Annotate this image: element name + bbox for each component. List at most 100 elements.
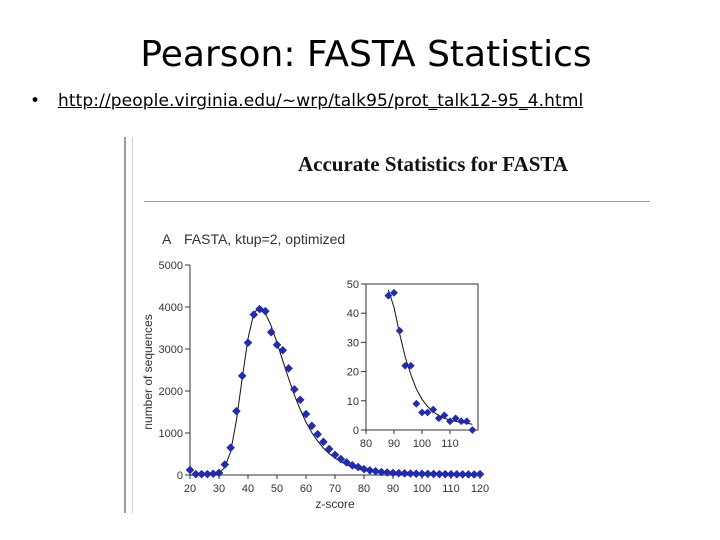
inset-y-tick-label: 10 [347, 396, 359, 408]
inset-x-tick-label: 110 [441, 438, 459, 450]
inset-fitted-curve [387, 289, 473, 425]
inset-x-tick-label: 80 [360, 438, 372, 450]
figure-heading: Accurate Statistics for FASTA [298, 152, 569, 176]
inset-data-point [457, 417, 466, 426]
main-data-point [446, 469, 456, 479]
main-data-point [435, 469, 444, 479]
inset-data-point [390, 288, 398, 297]
main-y-tick-label: 2000 [159, 386, 183, 398]
main-data-point [214, 468, 224, 478]
inset-data-point [468, 426, 477, 434]
main-data-point [400, 468, 409, 478]
main-data-point [324, 444, 334, 454]
main-x-tick-label: 40 [242, 483, 254, 495]
inset-data-point [451, 414, 460, 423]
main-data-point [301, 409, 311, 419]
main-data-point [272, 340, 282, 350]
main-y-tick-label: 0 [177, 470, 183, 482]
inset-data-point [440, 411, 449, 420]
main-x-tick-label: 20 [184, 483, 196, 495]
main-data-point [394, 468, 404, 478]
main-y-tick-label: 1000 [159, 428, 183, 440]
main-data-point [261, 306, 270, 316]
main-data-point [278, 345, 288, 355]
main-data-point [266, 327, 276, 337]
main-data-point [417, 469, 427, 479]
inset-data-point [434, 414, 443, 423]
main-y-tick-label: 3000 [159, 344, 183, 356]
main-data-point [411, 469, 421, 479]
bullet-marker: • [30, 91, 41, 111]
main-x-tick-label: 100 [413, 483, 431, 495]
main-data-point [475, 469, 485, 479]
inset-plot-frame [365, 283, 479, 431]
main-data-point [290, 384, 299, 394]
main-x-tick-label: 50 [271, 483, 283, 495]
main-data-point [336, 454, 346, 464]
chart-title: FASTA, ktup=2, optimized [184, 231, 345, 247]
inset-data-point [423, 408, 432, 417]
main-data-point [423, 469, 433, 479]
inset-x-tick-label: 100 [413, 438, 431, 450]
main-y-tick-label: 4000 [159, 302, 183, 314]
main-x-tick-label: 80 [358, 483, 370, 495]
main-data-point [185, 465, 195, 475]
inset-data-point [401, 361, 410, 370]
main-data-point [377, 467, 386, 477]
main-data-point [249, 310, 259, 319]
main-x-tick-label: 30 [213, 483, 225, 495]
bullet-item: • http://people.virginia.edu/~wrp/talk95/… [30, 91, 583, 111]
main-data-point [365, 466, 375, 475]
inset-data-point [384, 291, 393, 300]
main-data-point [226, 443, 235, 453]
main-x-tick-label: 70 [329, 483, 341, 495]
main-x-tick-label: 60 [300, 483, 312, 495]
main-data-point [458, 470, 467, 479]
inset-y-tick-label: 50 [347, 279, 359, 291]
main-data-point [371, 466, 380, 476]
main-data-point [382, 468, 392, 477]
figure-divider [144, 201, 650, 202]
main-data-point [406, 469, 415, 478]
main-data-point [295, 395, 305, 405]
y-axis-title: number of sequences [141, 314, 155, 429]
inset-y-tick-label: 20 [347, 367, 359, 379]
main-data-point [313, 429, 322, 439]
main-data-point [191, 469, 201, 479]
inset-y-tick-label: 0 [353, 425, 359, 437]
slide-title: Pearson: FASTA Statistics [140, 34, 592, 75]
main-x-tick-label: 110 [442, 483, 460, 495]
figure-left-border [124, 137, 133, 513]
main-data-point [319, 437, 328, 447]
inset-data-point [412, 399, 421, 408]
main-data-point [330, 450, 340, 460]
inset-y-tick-label: 30 [347, 337, 359, 349]
main-data-point [464, 470, 473, 479]
main-data-point [342, 458, 351, 467]
main-data-point [452, 469, 462, 479]
inset-x-tick-label: 90 [388, 438, 400, 450]
inset-y-tick-label: 40 [347, 308, 359, 320]
main-fitted-curve [190, 306, 481, 476]
panel-label: A [162, 231, 172, 247]
main-x-tick-label: 90 [387, 483, 399, 495]
main-data-point [284, 363, 293, 373]
main-data-point [307, 421, 317, 431]
inset-data-point [462, 417, 471, 426]
main-data-point [243, 338, 253, 348]
inset-data-point [418, 408, 426, 417]
inset-data-point [429, 405, 438, 414]
main-data-point [237, 371, 247, 381]
x-axis-title: z-score [315, 497, 355, 511]
main-data-point [388, 468, 398, 478]
main-y-tick-label: 5000 [159, 260, 183, 272]
main-data-point [429, 469, 438, 479]
main-data-point [220, 460, 230, 469]
main-data-point [197, 469, 206, 479]
main-data-point [232, 406, 241, 416]
reference-link[interactable]: http://people.virginia.edu/~wrp/talk95/p… [58, 91, 584, 111]
main-data-point [440, 469, 450, 479]
main-data-point [359, 464, 369, 474]
main-x-tick-label: 120 [471, 483, 489, 495]
